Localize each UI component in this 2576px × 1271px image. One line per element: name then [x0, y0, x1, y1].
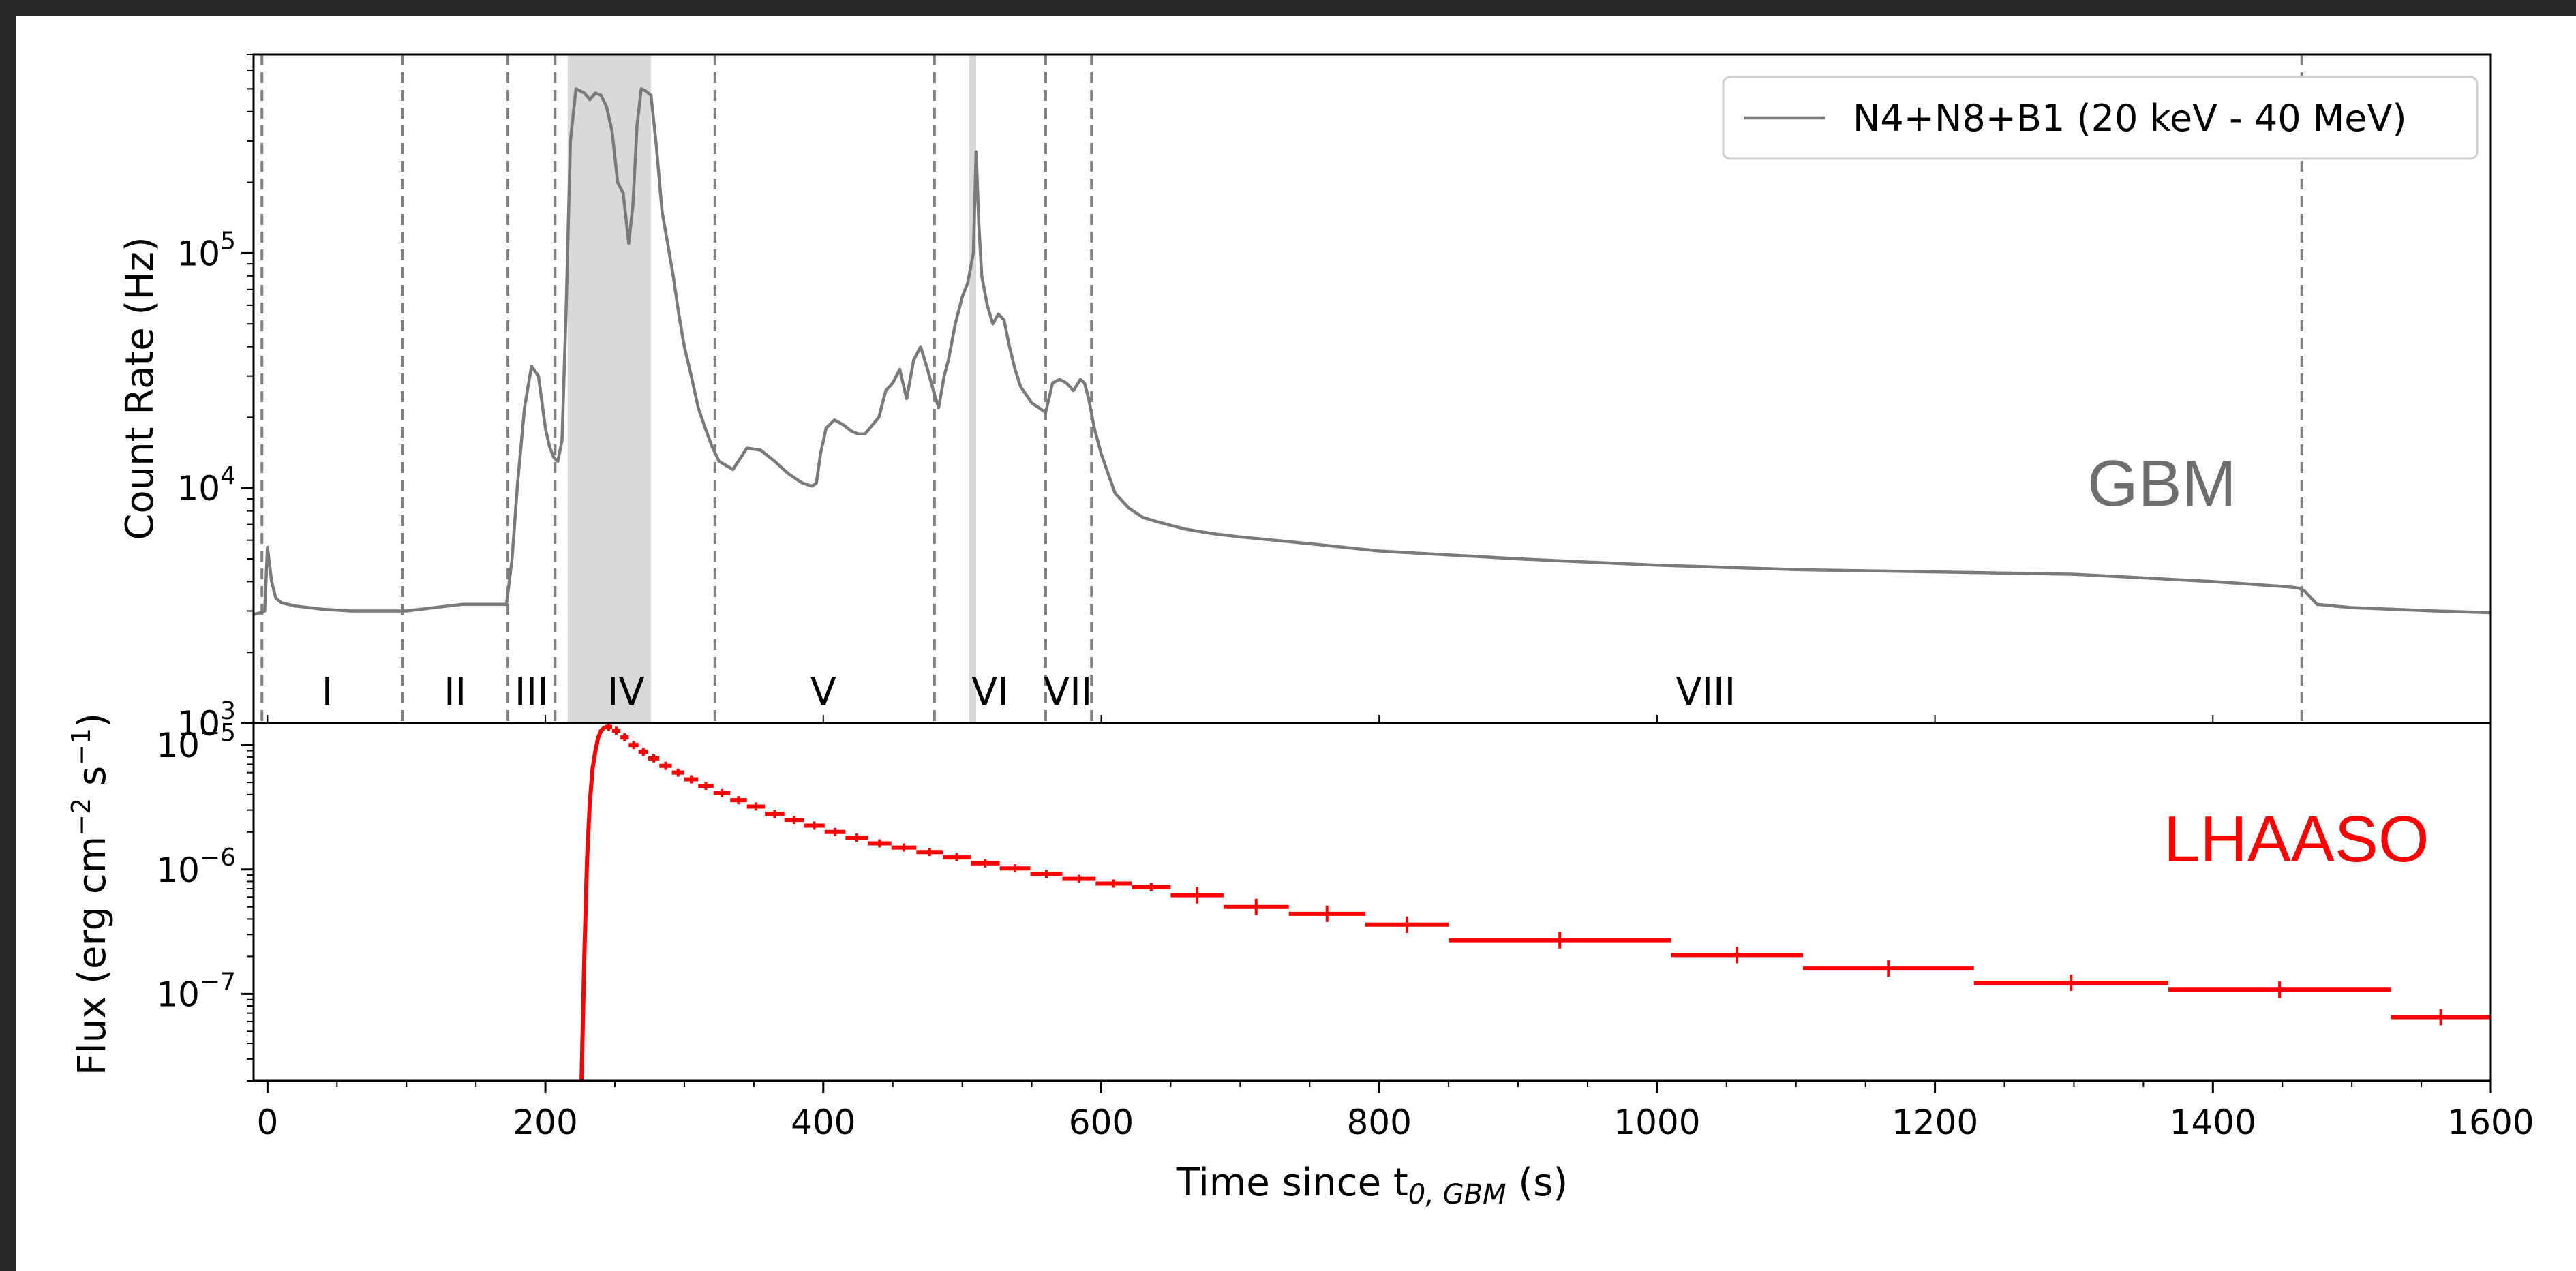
x-tick-label-1: 200 — [513, 1103, 577, 1142]
x-tick-label-6: 1200 — [1892, 1103, 1978, 1142]
gbm-ylabel: Count Rate (Hz) — [118, 236, 162, 540]
period-label-3: IV — [607, 670, 645, 714]
period-label-0: I — [322, 670, 333, 714]
gbm-panel-tag: GBM — [2087, 447, 2237, 520]
shaded-interval-1 — [969, 55, 977, 723]
shaded-intervals — [567, 55, 977, 723]
x-tick-label-3: 600 — [1069, 1103, 1134, 1142]
period-boundaries — [260, 55, 2303, 723]
y-tick-label-1: 104 — [177, 462, 236, 508]
lhaaso-flux-series — [579, 722, 2491, 1082]
period-label-7: VIII — [1676, 670, 1736, 714]
lhaaso-y-ticks: 10−7 10−6 10−5 — [156, 719, 254, 1082]
lhaaso-rise-line — [579, 725, 607, 1082]
period-label-6: VII — [1044, 670, 1092, 714]
x-tick-label-5: 1000 — [1613, 1103, 1700, 1142]
period-label-1: II — [444, 670, 466, 714]
figure: I II III IV V VI VII VIII 103 104 105 Count Rate … — [16, 16, 2576, 1271]
x-tick-label-2: 400 — [791, 1103, 855, 1142]
lhaaso-panel: 10−7 10−6 10−5 0 200 400 600 800 1000 1200 1400 16… — [66, 713, 2534, 1210]
x-axis-label: Time since t0, GBM (s) — [1176, 1161, 1569, 1210]
x-tick-label-0: 0 — [256, 1103, 278, 1142]
legend-entry-label: N4+N8+B1 (20 keV - 40 MeV) — [1853, 97, 2407, 140]
y-tick-label-2: 10−5 — [156, 719, 236, 765]
lhaaso-panel-tag: LHAASO — [2164, 803, 2429, 876]
shaded-interval-0 — [567, 55, 652, 723]
x-tick-label-8: 1600 — [2447, 1103, 2534, 1142]
y-tick-label-1: 10−6 — [156, 844, 236, 890]
period-labels: I II III IV V VI VII VIII — [322, 670, 1736, 714]
x-tick-label-7: 1400 — [2170, 1103, 2256, 1142]
x-ticks: 0 200 400 600 800 1000 1200 1400 1600 — [256, 1081, 2534, 1142]
lhaaso-axes-frame — [252, 722, 2492, 1082]
y-tick-label-0: 103 — [177, 697, 236, 744]
gbm-count-rate-line — [253, 87, 2491, 616]
x-tick-label-4: 800 — [1346, 1103, 1411, 1142]
gbm-y-ticks: 103 104 105 — [177, 54, 2491, 744]
legend-box — [1722, 76, 2479, 160]
period-label-5: VI — [971, 670, 1009, 714]
legend: N4+N8+B1 (20 keV - 40 MeV) — [1722, 76, 2479, 160]
period-label-2: III — [515, 670, 549, 714]
lhaaso-axes-background — [254, 723, 2491, 1081]
y-tick-label-2: 105 — [177, 227, 236, 273]
y-tick-label-0: 10−7 — [156, 968, 236, 1014]
period-label-4: V — [810, 670, 836, 714]
lhaaso-ylabel: Flux (erg cm−2 s−1) — [66, 713, 115, 1075]
